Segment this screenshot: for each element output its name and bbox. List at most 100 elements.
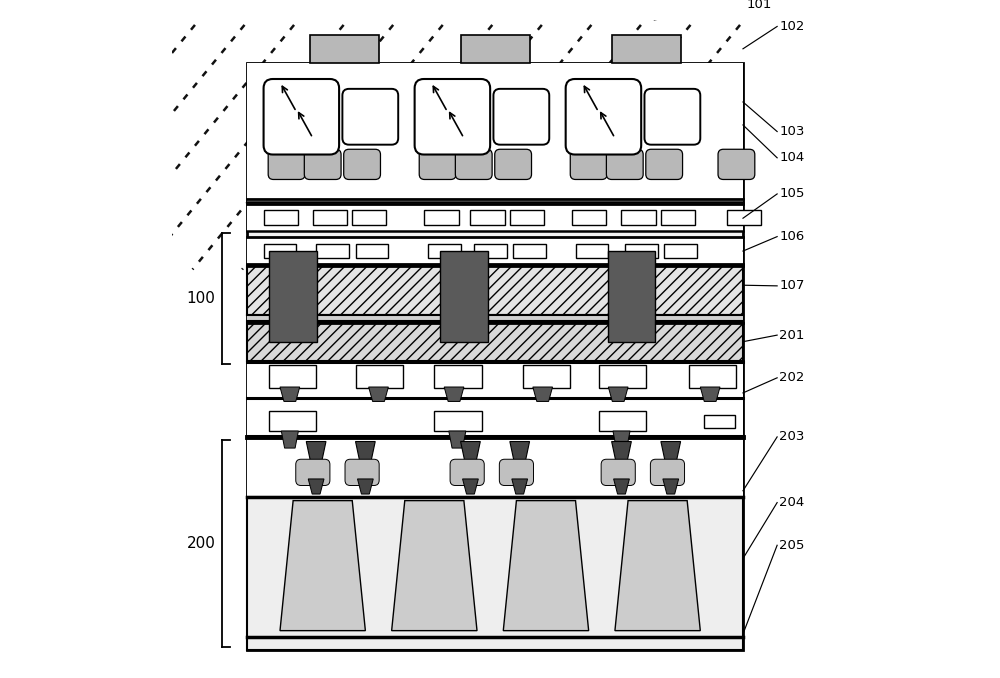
Bar bbox=[247, 62, 743, 650]
Text: 105: 105 bbox=[779, 187, 804, 201]
Text: 103: 103 bbox=[779, 125, 804, 138]
Polygon shape bbox=[280, 387, 300, 401]
Bar bbox=[664, 244, 697, 258]
FancyBboxPatch shape bbox=[570, 149, 607, 180]
Bar bbox=[727, 210, 761, 225]
Bar bbox=[661, 210, 695, 225]
Polygon shape bbox=[369, 387, 388, 401]
Bar bbox=[352, 210, 386, 225]
Polygon shape bbox=[463, 479, 478, 494]
Bar bbox=[704, 415, 735, 428]
Bar bbox=[356, 244, 388, 258]
FancyBboxPatch shape bbox=[499, 459, 533, 485]
Text: 107: 107 bbox=[779, 279, 804, 292]
Bar bbox=[434, 365, 482, 388]
Polygon shape bbox=[608, 387, 628, 401]
Bar bbox=[621, 210, 656, 225]
Bar bbox=[599, 365, 646, 388]
Bar bbox=[269, 365, 316, 388]
Bar bbox=[434, 412, 482, 431]
FancyBboxPatch shape bbox=[345, 459, 379, 485]
FancyBboxPatch shape bbox=[264, 79, 339, 155]
Bar bbox=[440, 251, 488, 342]
Bar bbox=[264, 244, 296, 258]
FancyBboxPatch shape bbox=[296, 459, 330, 485]
Bar bbox=[247, 438, 743, 498]
FancyBboxPatch shape bbox=[650, 459, 685, 485]
Polygon shape bbox=[392, 500, 477, 631]
Text: 204: 204 bbox=[779, 496, 804, 509]
Text: 201: 201 bbox=[779, 329, 804, 342]
Polygon shape bbox=[281, 431, 298, 448]
Text: 100: 100 bbox=[187, 291, 216, 306]
Bar bbox=[356, 365, 403, 388]
Polygon shape bbox=[306, 441, 326, 463]
Polygon shape bbox=[614, 479, 629, 494]
FancyBboxPatch shape bbox=[601, 459, 635, 485]
Bar bbox=[689, 365, 736, 388]
Bar bbox=[247, 399, 743, 436]
Polygon shape bbox=[700, 387, 720, 401]
Text: 202: 202 bbox=[779, 372, 804, 384]
Polygon shape bbox=[612, 441, 631, 463]
Bar bbox=[428, 244, 461, 258]
Bar bbox=[247, 266, 743, 315]
Bar bbox=[424, 210, 459, 225]
Bar bbox=[264, 210, 298, 225]
Bar bbox=[313, 210, 347, 225]
Bar bbox=[474, 244, 507, 258]
Bar bbox=[310, 35, 379, 62]
Bar bbox=[599, 412, 646, 431]
Polygon shape bbox=[613, 431, 630, 448]
Polygon shape bbox=[357, 479, 373, 494]
Polygon shape bbox=[512, 479, 528, 494]
Bar bbox=[247, 204, 743, 231]
Polygon shape bbox=[356, 441, 375, 463]
FancyBboxPatch shape bbox=[718, 149, 755, 180]
Bar bbox=[510, 210, 544, 225]
Text: 102: 102 bbox=[779, 20, 804, 33]
FancyBboxPatch shape bbox=[493, 89, 549, 144]
FancyBboxPatch shape bbox=[304, 149, 341, 180]
Bar bbox=[576, 244, 608, 258]
Polygon shape bbox=[510, 441, 530, 463]
FancyBboxPatch shape bbox=[495, 149, 532, 180]
Polygon shape bbox=[449, 431, 466, 448]
Bar bbox=[470, 210, 505, 225]
Bar bbox=[612, 35, 681, 62]
FancyBboxPatch shape bbox=[450, 459, 484, 485]
Bar bbox=[247, 323, 743, 361]
Bar bbox=[269, 251, 317, 342]
Bar bbox=[247, 237, 743, 264]
Text: 203: 203 bbox=[779, 431, 804, 443]
Polygon shape bbox=[663, 479, 679, 494]
Bar bbox=[513, 244, 546, 258]
FancyBboxPatch shape bbox=[455, 149, 492, 180]
Bar bbox=[461, 35, 530, 62]
Bar bbox=[247, 498, 743, 650]
FancyBboxPatch shape bbox=[415, 79, 490, 155]
Bar bbox=[269, 412, 316, 431]
Bar bbox=[316, 244, 349, 258]
Bar bbox=[247, 362, 743, 405]
FancyBboxPatch shape bbox=[644, 89, 700, 144]
Text: 205: 205 bbox=[779, 539, 804, 552]
Bar bbox=[625, 244, 658, 258]
Polygon shape bbox=[503, 500, 589, 631]
FancyBboxPatch shape bbox=[566, 79, 641, 155]
Text: 101: 101 bbox=[746, 0, 772, 12]
Polygon shape bbox=[444, 387, 464, 401]
Polygon shape bbox=[461, 441, 480, 463]
Polygon shape bbox=[533, 387, 553, 401]
Bar bbox=[247, 62, 743, 204]
Polygon shape bbox=[280, 500, 365, 631]
FancyBboxPatch shape bbox=[268, 149, 305, 180]
Polygon shape bbox=[615, 500, 700, 631]
FancyBboxPatch shape bbox=[646, 149, 683, 180]
Text: 104: 104 bbox=[779, 151, 804, 164]
Polygon shape bbox=[661, 441, 681, 463]
FancyBboxPatch shape bbox=[419, 149, 456, 180]
Text: 200: 200 bbox=[187, 536, 216, 551]
FancyBboxPatch shape bbox=[344, 149, 380, 180]
Text: 106: 106 bbox=[779, 230, 804, 243]
